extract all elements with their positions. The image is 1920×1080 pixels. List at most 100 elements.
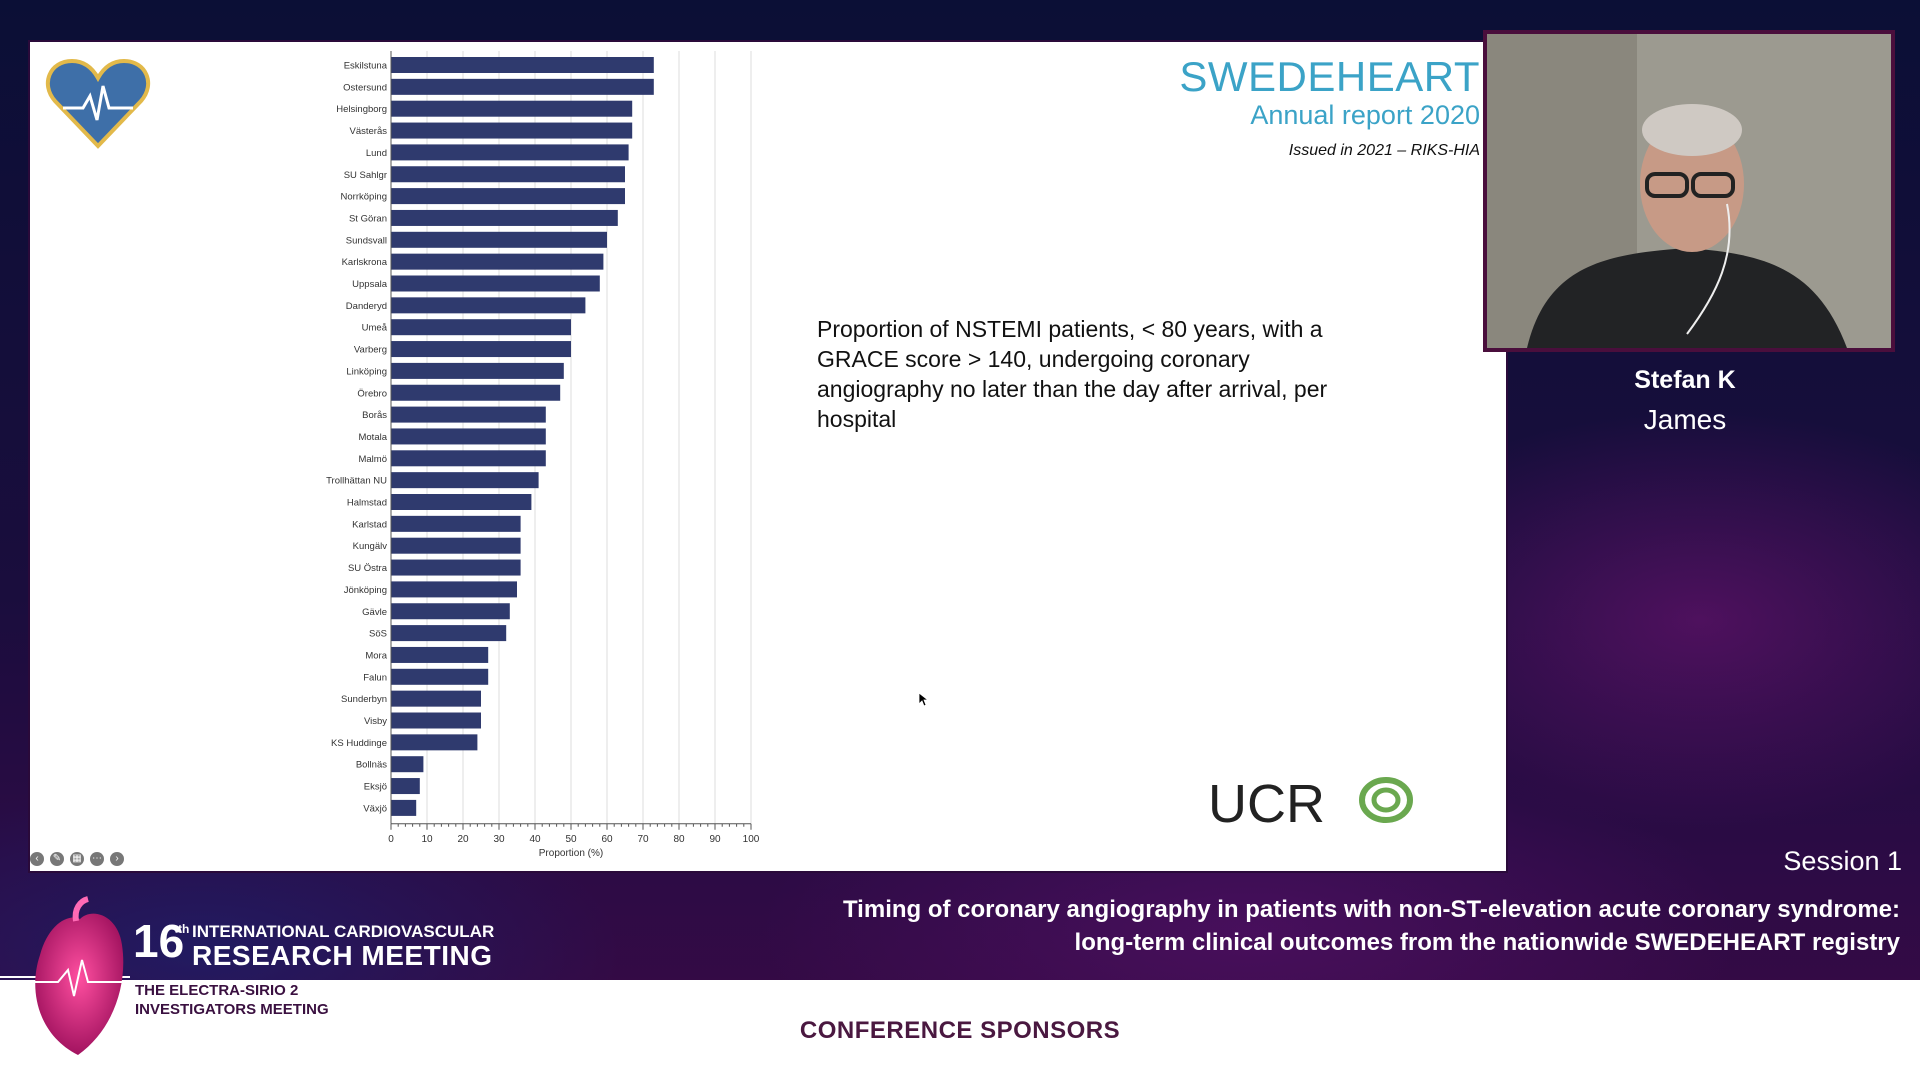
brand-title: SWEDEHEART bbox=[1179, 53, 1480, 100]
heart-ecg-icon bbox=[45, 58, 151, 149]
x-axis-label: Proportion (%) bbox=[539, 848, 603, 859]
mouse-cursor-icon bbox=[919, 693, 929, 707]
category-label: Sunderbyn bbox=[341, 694, 387, 705]
captions-icon[interactable]: ▦ bbox=[70, 852, 84, 866]
bar bbox=[391, 78, 654, 95]
category-label: Falun bbox=[363, 672, 387, 683]
speaker-first-name: Stefan K bbox=[1634, 366, 1736, 394]
bar bbox=[391, 559, 521, 576]
swedeheart-brand: SWEDEHEART Annual report 2020 Issued in … bbox=[1179, 54, 1480, 160]
issued-note: Issued in 2021 – RIKS-HIA bbox=[1288, 142, 1480, 159]
category-label: Lund bbox=[366, 148, 387, 159]
category-label: SöS bbox=[369, 629, 387, 640]
brand-subtitle: Annual report 2020 bbox=[1250, 100, 1480, 130]
bar bbox=[391, 756, 424, 773]
bar bbox=[391, 450, 546, 467]
bar bbox=[391, 253, 604, 270]
sponsors-heading: CONFERENCE SPONSORS bbox=[799, 1017, 1121, 1044]
category-label: Eskilstuna bbox=[344, 61, 388, 72]
bar bbox=[391, 57, 654, 73]
bar bbox=[391, 646, 489, 663]
bar bbox=[391, 494, 532, 510]
anatomical-heart-icon bbox=[18, 896, 138, 1055]
category-label: SU Östra bbox=[348, 563, 388, 574]
bar bbox=[391, 581, 517, 598]
category-label: Karlstad bbox=[352, 519, 387, 530]
x-tick-label: 60 bbox=[601, 834, 613, 845]
category-label: Ostersund bbox=[343, 82, 387, 93]
pen-icon[interactable]: ✎ bbox=[50, 852, 64, 866]
bar bbox=[391, 428, 546, 445]
bar bbox=[391, 166, 625, 183]
category-label: St Göran bbox=[349, 213, 387, 224]
ucr-logo-text: UCR bbox=[1208, 774, 1325, 832]
x-tick-label: 20 bbox=[457, 834, 469, 845]
slide-description: Proportion of NSTEMI patients, < 80 year… bbox=[817, 316, 1328, 432]
category-label: Linköping bbox=[346, 366, 387, 377]
arrow-right-icon[interactable]: › bbox=[110, 852, 124, 866]
bar bbox=[391, 778, 420, 795]
category-label: Västerås bbox=[350, 126, 388, 137]
slide-toolbar: ‹ ✎ ▦ ⋯ › bbox=[30, 852, 124, 866]
presentation-slide: Eskilstuna Ostersund Helsingborg Västerås Lu… bbox=[30, 42, 1506, 871]
more-icon[interactable]: ⋯ bbox=[90, 852, 104, 866]
speaker-photo bbox=[1487, 34, 1891, 348]
x-tick-label: 10 bbox=[421, 834, 433, 845]
category-label: Trollhättan NU bbox=[326, 476, 387, 487]
conference-name-line-1: INTERNATIONAL CARDIOVASCULAR bbox=[192, 922, 495, 941]
category-label: Kungälv bbox=[353, 541, 388, 552]
bar bbox=[391, 275, 600, 292]
speaker-last-name: James bbox=[1643, 404, 1727, 435]
category-label: Mora bbox=[365, 650, 387, 661]
x-tick-label: 30 bbox=[493, 834, 505, 845]
x-tick-label: 90 bbox=[709, 834, 721, 845]
bar bbox=[391, 712, 481, 729]
bar bbox=[391, 690, 481, 707]
category-label: Sundsvall bbox=[346, 235, 387, 246]
bar bbox=[391, 384, 561, 401]
bar-chart: Eskilstuna Ostersund Helsingborg Västerås Lu… bbox=[326, 51, 760, 859]
talk-title-line-2: long-term clinical outcomes from the nat… bbox=[1074, 929, 1900, 956]
category-label: SU Sahlgr bbox=[344, 170, 387, 181]
x-tick-label: 80 bbox=[673, 834, 685, 845]
bar bbox=[391, 537, 521, 554]
bar bbox=[391, 603, 510, 620]
talk-title: Timing of coronary angiography in patien… bbox=[700, 893, 1900, 959]
category-label: Örebro bbox=[357, 388, 387, 399]
x-tick-label: 100 bbox=[743, 834, 760, 845]
talk-title-line-1: Timing of coronary angiography in patien… bbox=[842, 896, 1900, 923]
bar bbox=[391, 188, 625, 205]
bar bbox=[391, 144, 629, 161]
bar bbox=[391, 209, 618, 226]
bar bbox=[391, 231, 607, 248]
category-label: Varberg bbox=[354, 345, 387, 356]
bar bbox=[391, 668, 489, 685]
conference-number-suffix: th bbox=[178, 922, 190, 936]
conference-subtitle-line-2: INVESTIGATORS MEETING bbox=[135, 1001, 329, 1018]
category-label: Eksjö bbox=[364, 782, 387, 793]
category-label: Umeå bbox=[362, 323, 388, 334]
category-label: Jönköping bbox=[344, 585, 387, 596]
x-tick-label: 50 bbox=[565, 834, 577, 845]
conference-subtitle-line-1: THE ELECTRA-SIRIO 2 bbox=[135, 982, 299, 999]
category-label: Borås bbox=[362, 410, 387, 421]
bar bbox=[391, 406, 546, 423]
bar bbox=[391, 472, 539, 489]
conference-number: 16 bbox=[133, 915, 185, 967]
bar bbox=[391, 122, 633, 139]
category-label: Växjö bbox=[363, 803, 387, 814]
category-label: Karlskrona bbox=[342, 257, 388, 268]
category-label: Malmö bbox=[358, 454, 387, 465]
bar bbox=[391, 799, 417, 816]
speaker-video bbox=[1483, 30, 1895, 352]
category-label: Halmstad bbox=[347, 498, 387, 509]
category-label: Helsingborg bbox=[336, 104, 387, 115]
bar bbox=[391, 341, 571, 358]
conference-name-line-2: RESEARCH MEETING bbox=[192, 940, 493, 971]
arrow-left-icon[interactable]: ‹ bbox=[30, 852, 44, 866]
x-tick-label: 40 bbox=[529, 834, 541, 845]
category-label: KS Huddinge bbox=[331, 738, 387, 749]
x-tick-label: 0 bbox=[388, 834, 394, 845]
category-label: Visby bbox=[364, 716, 387, 727]
bar bbox=[391, 734, 478, 751]
